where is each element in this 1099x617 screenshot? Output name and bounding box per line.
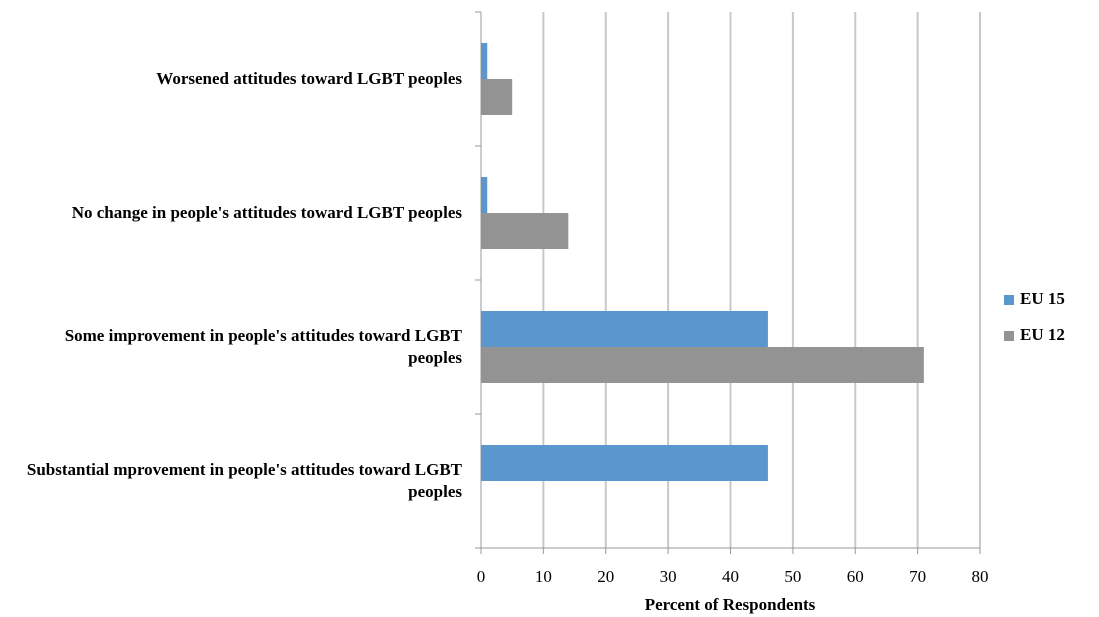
y-tick-label: Some improvement in people's attitudes t… (64, 326, 462, 367)
bar (481, 43, 488, 79)
y-tick-label: Substantial mprovement in people's attit… (26, 460, 462, 501)
legend-label: EU 15 (1020, 289, 1065, 308)
bar (481, 177, 488, 213)
x-tick-label: 50 (784, 567, 801, 586)
x-tick-label: 60 (847, 567, 864, 586)
x-axis-title: Percent of Respondents (645, 595, 816, 614)
x-tick-label: 20 (597, 567, 614, 586)
x-tick-label: 10 (535, 567, 552, 586)
y-tick-label: No change in people's attitudes toward L… (71, 203, 462, 222)
bar (481, 347, 924, 383)
x-tick-label: 80 (972, 567, 989, 586)
x-tick-label: 40 (722, 567, 739, 586)
x-tick-label: 30 (660, 567, 677, 586)
bar (481, 311, 768, 347)
bar (481, 445, 768, 481)
y-tick-label: Worsened attitudes toward LGBT peoples (156, 69, 462, 88)
x-tick-label: 70 (909, 567, 926, 586)
legend-swatch (1004, 331, 1014, 341)
legend-label: EU 12 (1020, 325, 1065, 344)
bar (481, 213, 569, 249)
bar (481, 79, 513, 115)
x-tick-label: 0 (477, 567, 486, 586)
legend-swatch (1004, 295, 1014, 305)
